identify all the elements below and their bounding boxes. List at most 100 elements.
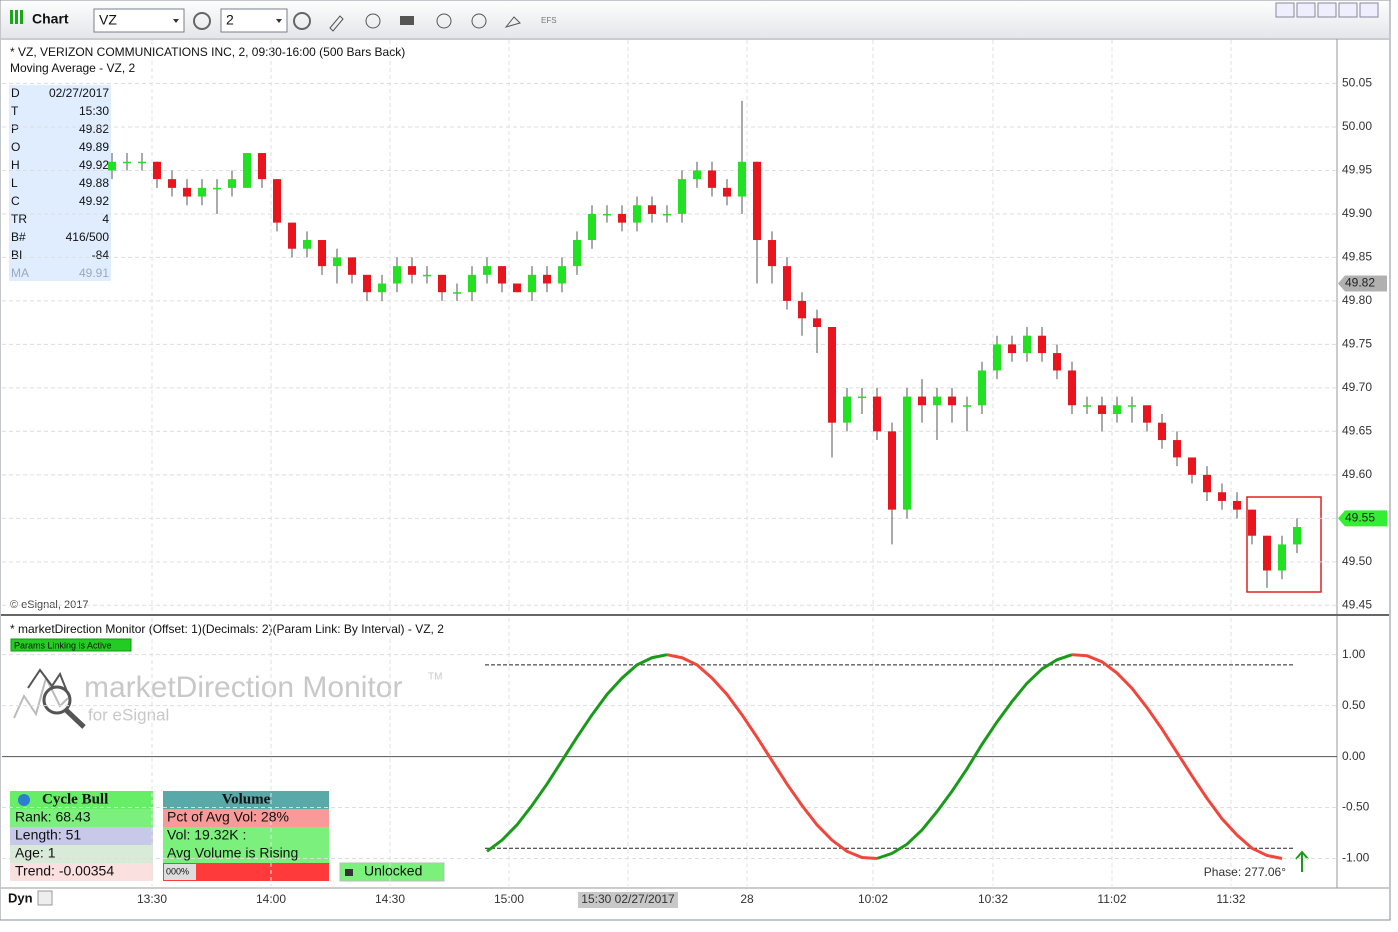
dropdown-arrow[interactable] xyxy=(173,19,179,23)
logo-handle xyxy=(64,708,86,729)
candle-body xyxy=(978,370,986,406)
data-window xyxy=(9,85,111,281)
badge-text: Params Linking is Active xyxy=(14,640,112,650)
candle-body xyxy=(1068,370,1076,406)
y-tick-label: 50.05 xyxy=(1342,76,1372,90)
y-tick-label: 49.80 xyxy=(1342,293,1372,307)
minimize-button[interactable] xyxy=(1317,2,1337,18)
candle-body xyxy=(138,161,146,164)
lock-text[interactable]: Unlocked xyxy=(364,863,422,879)
cycle-row-text: Length: 51 xyxy=(15,827,81,843)
x-tick-label: 10:02 xyxy=(858,892,888,906)
cycle-header xyxy=(10,791,153,809)
mode[interactable]: Dyn xyxy=(8,890,33,905)
y-tick-label: 0.50 xyxy=(1342,698,1366,712)
settings-icon[interactable] xyxy=(193,12,211,30)
candle-body xyxy=(738,161,746,197)
candle-body xyxy=(633,205,641,223)
play-icon[interactable] xyxy=(436,13,452,29)
data-key: O xyxy=(11,140,20,154)
candle-body xyxy=(888,431,896,510)
candle-body xyxy=(1263,535,1271,571)
cycle-row xyxy=(10,809,153,827)
info-icon xyxy=(18,794,30,806)
efs-button[interactable]: EFS xyxy=(541,16,557,25)
chart-icon xyxy=(15,10,18,24)
candle-body xyxy=(1053,353,1061,371)
link-icon[interactable] xyxy=(504,16,521,28)
candle-body xyxy=(993,344,1001,371)
candle-body xyxy=(348,257,356,275)
volume-bar-label: 000% xyxy=(166,866,189,876)
help-button[interactable] xyxy=(1275,2,1295,18)
candle-body xyxy=(858,396,866,399)
volume-row xyxy=(163,809,329,827)
x-tick-label: 28 xyxy=(740,892,754,906)
candle-body xyxy=(678,179,686,214)
candle-body xyxy=(423,274,431,277)
data-key: TR xyxy=(11,212,27,226)
draw-icon[interactable] xyxy=(329,15,344,32)
interval-box[interactable] xyxy=(220,8,288,33)
candle-body xyxy=(1098,405,1106,414)
candle-body xyxy=(528,274,536,293)
x-tick-label: 10:32 xyxy=(978,892,1008,906)
copyright: © eSignal, 2017 xyxy=(10,599,88,611)
get-icon[interactable] xyxy=(400,16,414,25)
symbol[interactable]: VZ xyxy=(99,12,117,28)
candle-body xyxy=(828,327,836,423)
volume-bar xyxy=(163,863,329,881)
dropdown-arrow[interactable] xyxy=(276,19,282,23)
restore-button[interactable] xyxy=(1296,2,1316,18)
data-value: 49.91 xyxy=(79,266,109,280)
time-icon[interactable] xyxy=(293,12,311,30)
cycle-row xyxy=(10,863,153,881)
data-value: 4 xyxy=(102,212,109,226)
logo-subtitle: for eSignal xyxy=(88,705,169,724)
candle-body xyxy=(873,396,881,432)
y-tick-label: 0.00 xyxy=(1342,749,1366,763)
logo-text: marketDirection Monitor xyxy=(84,671,402,704)
lock-button[interactable] xyxy=(339,862,445,882)
logo-tm: TM xyxy=(428,672,442,683)
y-tick-label: 50.00 xyxy=(1342,119,1372,133)
candle-body xyxy=(243,153,251,188)
y-tick-label: 49.70 xyxy=(1342,380,1372,394)
data-key: D xyxy=(11,86,20,100)
candle-body xyxy=(663,213,671,216)
interval[interactable]: 2 xyxy=(226,12,234,28)
oscillator-line xyxy=(486,653,668,853)
time-cursor-bg xyxy=(578,892,678,908)
data-value: 49.89 xyxy=(79,140,109,154)
data-value: -84 xyxy=(92,248,110,262)
maximize-button[interactable] xyxy=(1338,2,1358,18)
volume-row-text: Pct of Avg Vol: 28% xyxy=(167,809,289,825)
y-tick-label: -1.00 xyxy=(1342,851,1370,865)
data-key: L xyxy=(11,176,18,190)
highlight-box xyxy=(1246,496,1322,593)
candle-body xyxy=(843,396,851,423)
oscillator-line xyxy=(1071,653,1283,860)
symbol-box[interactable] xyxy=(93,8,185,33)
candle-body xyxy=(708,170,716,188)
price-marker-label: 49.55 xyxy=(1345,511,1375,525)
lock-small[interactable] xyxy=(37,890,53,906)
x-tick-label: 15:30 02/27/2017 xyxy=(581,892,675,906)
study-icon[interactable] xyxy=(365,13,381,29)
close-button[interactable] xyxy=(1359,2,1379,18)
candle-body xyxy=(183,187,191,197)
data-key: T xyxy=(11,104,19,118)
window-title: Chart xyxy=(32,11,69,27)
volume-row-text: Avg Volume is Rising xyxy=(167,845,298,861)
candle-body xyxy=(1248,509,1256,536)
data-key: P xyxy=(11,122,19,136)
candle-body xyxy=(1293,527,1301,545)
candle-body xyxy=(513,283,521,293)
y-tick-label: 49.60 xyxy=(1342,467,1372,481)
cycle-title: Cycle Bull xyxy=(42,791,108,807)
lock-icon[interactable] xyxy=(345,869,353,876)
alert-icon[interactable] xyxy=(471,13,487,29)
candle-body xyxy=(813,318,821,327)
x-tick-label: 11:02 xyxy=(1097,892,1126,906)
